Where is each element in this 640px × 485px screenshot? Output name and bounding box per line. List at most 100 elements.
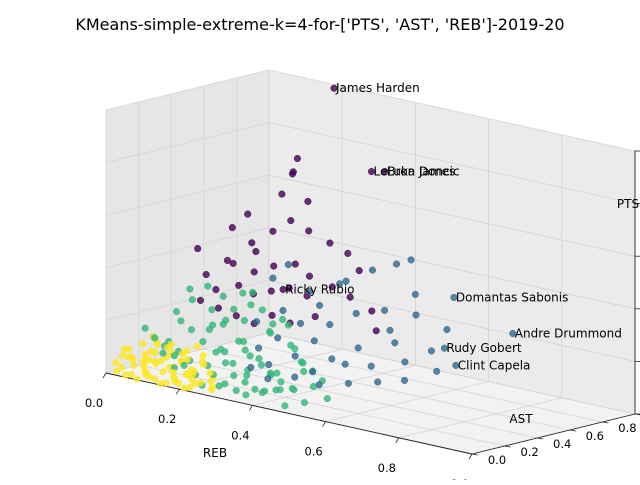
data-point xyxy=(243,371,251,380)
x-tick-mark xyxy=(175,388,180,395)
chart-title: KMeans-simple-extreme-k=4-for-['PTS', 'A… xyxy=(75,15,564,34)
data-point xyxy=(246,352,254,360)
data-point xyxy=(251,385,259,393)
x-tick-label: 0.6 xyxy=(304,445,322,459)
data-point xyxy=(202,270,210,279)
annotation-label: Luka Doncic xyxy=(387,165,460,179)
data-point xyxy=(141,350,149,359)
data-point xyxy=(267,287,275,295)
data-point xyxy=(326,239,334,247)
data-point xyxy=(355,267,363,275)
data-point xyxy=(287,217,295,225)
axis-panes xyxy=(106,70,635,454)
data-point xyxy=(392,260,401,268)
data-point xyxy=(265,361,273,369)
data-point xyxy=(232,386,240,395)
data-point xyxy=(193,342,201,350)
data-point xyxy=(330,84,338,92)
data-point xyxy=(367,168,376,176)
data-point xyxy=(287,341,295,349)
data-point xyxy=(151,349,159,357)
data-point xyxy=(368,307,376,315)
data-point xyxy=(127,370,135,378)
grid-line-y xyxy=(171,356,538,439)
data-point xyxy=(346,293,354,301)
data-point xyxy=(235,281,243,289)
data-point xyxy=(172,308,181,316)
data-point xyxy=(199,351,207,359)
grid-line-z xyxy=(268,174,636,257)
data-point xyxy=(248,239,256,247)
data-point xyxy=(305,287,313,296)
data-point xyxy=(305,227,313,235)
data-point xyxy=(285,284,293,292)
data-point xyxy=(257,361,265,369)
data-point xyxy=(326,321,334,329)
data-point xyxy=(159,368,167,376)
data-point xyxy=(252,247,260,256)
data-point xyxy=(291,373,299,381)
grid-line-z xyxy=(105,69,270,111)
data-point xyxy=(258,388,266,397)
x-axis-line xyxy=(105,372,473,455)
data-point xyxy=(170,352,178,360)
data-point xyxy=(183,347,191,355)
data-point xyxy=(391,339,399,347)
grid-line-z xyxy=(268,122,636,204)
data-point xyxy=(228,224,236,232)
x-axis-label: REB xyxy=(203,446,227,460)
grid-line-y xyxy=(268,332,636,415)
data-point xyxy=(372,327,380,335)
data-point xyxy=(309,368,317,376)
data-point xyxy=(269,227,277,235)
data-point xyxy=(145,355,153,364)
data-point xyxy=(187,326,196,334)
data-point xyxy=(190,367,198,375)
data-point xyxy=(341,360,349,368)
data-point xyxy=(188,296,196,304)
data-point xyxy=(427,347,435,355)
data-point xyxy=(112,359,120,367)
y-tick-mark xyxy=(504,445,511,448)
data-points xyxy=(112,84,517,410)
data-point xyxy=(209,321,217,329)
data-point xyxy=(163,344,171,352)
floor-pane xyxy=(106,333,635,454)
data-point xyxy=(452,361,460,369)
data-point xyxy=(328,283,336,291)
data-point xyxy=(239,289,247,297)
y-tick-label: 0.2 xyxy=(520,445,538,459)
data-point xyxy=(141,324,149,332)
data-point xyxy=(177,317,185,325)
data-point xyxy=(304,197,312,205)
grid-line-y xyxy=(138,364,505,447)
y-tick-label: 0.0 xyxy=(488,453,506,467)
data-point xyxy=(247,363,255,371)
data-point xyxy=(412,311,420,319)
data-point xyxy=(278,190,286,198)
data-point xyxy=(139,340,147,348)
data-point xyxy=(232,312,240,320)
data-point xyxy=(277,378,285,386)
data-point xyxy=(244,210,252,218)
data-point xyxy=(127,353,135,361)
data-point xyxy=(255,344,263,352)
grid-line-z xyxy=(105,174,270,216)
data-point xyxy=(336,280,344,288)
data-point xyxy=(130,361,138,369)
data-point xyxy=(352,309,360,318)
data-point xyxy=(381,168,389,176)
data-point xyxy=(253,318,261,326)
annotation-label: James Harden xyxy=(335,81,420,95)
data-point xyxy=(204,282,212,290)
data-point xyxy=(296,319,305,327)
grid-line-z xyxy=(105,227,270,269)
data-point xyxy=(450,293,458,301)
data-point xyxy=(223,256,231,264)
data-point xyxy=(183,355,191,363)
data-point xyxy=(268,311,276,319)
data-point xyxy=(212,285,220,294)
data-point xyxy=(374,378,382,386)
x-tick-mark xyxy=(322,421,326,427)
